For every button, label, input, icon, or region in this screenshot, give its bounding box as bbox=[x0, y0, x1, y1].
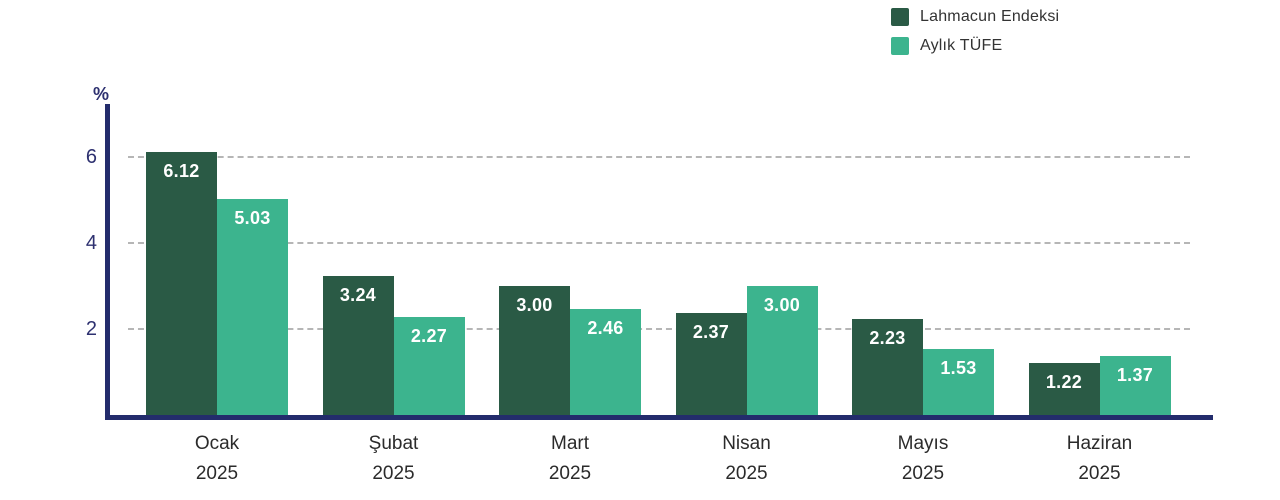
x-label-year: 2025 bbox=[372, 463, 415, 484]
x-label-year: 2025 bbox=[548, 463, 592, 484]
bar-lahmacun-endeksi-5: 1.22 bbox=[1028, 362, 1100, 415]
x-label-month: Mart bbox=[551, 433, 589, 454]
bar-aylik-tufe-3: 3.00 bbox=[746, 286, 818, 415]
bar-aylik-tufe-0: 5.03 bbox=[217, 198, 288, 415]
x-label-month: Mayıs bbox=[897, 433, 949, 454]
bar-aylik-tufe-1: 2.27 bbox=[393, 317, 465, 415]
x-label-year: 2025 bbox=[195, 463, 239, 484]
legend-item: Aylık TÜFE bbox=[891, 37, 1059, 55]
y-axis-tick-label: 4 bbox=[85, 232, 97, 254]
x-axis-category-label: Haziran 2025 bbox=[1030, 429, 1170, 489]
legend-swatch-icon bbox=[891, 37, 909, 55]
legend-item: Lahmacun Endeksi bbox=[891, 8, 1059, 26]
y-axis-tick-label: 6 bbox=[85, 146, 97, 168]
bar-lahmacun-endeksi-1: 3.24 bbox=[322, 275, 394, 415]
bar-aylik-tufe-4: 1.53 bbox=[923, 349, 994, 415]
legend-label: Aylık TÜFE bbox=[920, 37, 1003, 54]
x-label-year: 2025 bbox=[1078, 463, 1121, 484]
x-label-month: Şubat bbox=[368, 433, 419, 454]
x-label-year: 2025 bbox=[725, 463, 768, 484]
bar-value-label: 2.27 bbox=[410, 326, 448, 347]
x-label-month: Nisan bbox=[722, 433, 771, 454]
plot-area: 6.12 5.03 3.24 2.27 3.00 2.46 2.37 3.00 2.23 1.53… bbox=[105, 104, 1213, 420]
x-axis-category-label: Mayıs 2025 bbox=[853, 429, 993, 489]
bar-value-label: 3.24 bbox=[339, 284, 377, 305]
y-axis-tick-label: 2 bbox=[85, 318, 97, 340]
bar-aylik-tufe-5: 1.37 bbox=[1099, 356, 1171, 415]
bar-value-label: 1.37 bbox=[1116, 365, 1154, 386]
gridline bbox=[128, 242, 1190, 244]
bar-value-label: 6.12 bbox=[163, 160, 200, 181]
bar-lahmacun-endeksi-3: 2.37 bbox=[675, 313, 747, 415]
bar-value-label: 3.00 bbox=[763, 295, 801, 315]
bar-value-label: 1.53 bbox=[940, 358, 977, 379]
x-axis-category-label: Mart 2025 bbox=[500, 429, 640, 489]
bar-value-label: 3.00 bbox=[516, 295, 553, 315]
bar-aylik-tufe-2: 2.46 bbox=[570, 309, 641, 415]
y-axis-unit-label: % bbox=[92, 84, 109, 104]
bar-value-label: 1.22 bbox=[1045, 371, 1083, 392]
gridline bbox=[128, 328, 1190, 330]
bar-value-label: 2.46 bbox=[587, 318, 624, 339]
x-axis-category-label: Nisan 2025 bbox=[677, 429, 817, 489]
x-axis-category-label: Ocak 2025 bbox=[147, 429, 287, 489]
x-label-year: 2025 bbox=[901, 463, 945, 484]
x-label-month: Haziran bbox=[1066, 433, 1133, 454]
legend-swatch-icon bbox=[891, 8, 909, 26]
bar-value-label: 2.37 bbox=[692, 322, 730, 343]
legend: Lahmacun Endeksi Aylık TÜFE bbox=[891, 8, 1059, 66]
bar-lahmacun-endeksi-4: 2.23 bbox=[852, 319, 923, 415]
gridline bbox=[128, 156, 1190, 158]
bar-lahmacun-endeksi-0: 6.12 bbox=[146, 151, 217, 415]
bar-lahmacun-endeksi-2: 3.00 bbox=[499, 286, 570, 415]
legend-label: Lahmacun Endeksi bbox=[920, 8, 1060, 25]
x-axis-category-label: Şubat 2025 bbox=[324, 429, 464, 489]
bar-value-label: 2.23 bbox=[869, 328, 906, 349]
x-label-month: Ocak bbox=[194, 433, 240, 454]
bar-value-label: 5.03 bbox=[234, 207, 271, 228]
